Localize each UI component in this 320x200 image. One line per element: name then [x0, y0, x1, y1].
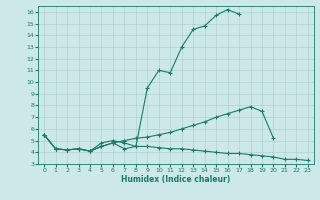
X-axis label: Humidex (Indice chaleur): Humidex (Indice chaleur) [121, 175, 231, 184]
